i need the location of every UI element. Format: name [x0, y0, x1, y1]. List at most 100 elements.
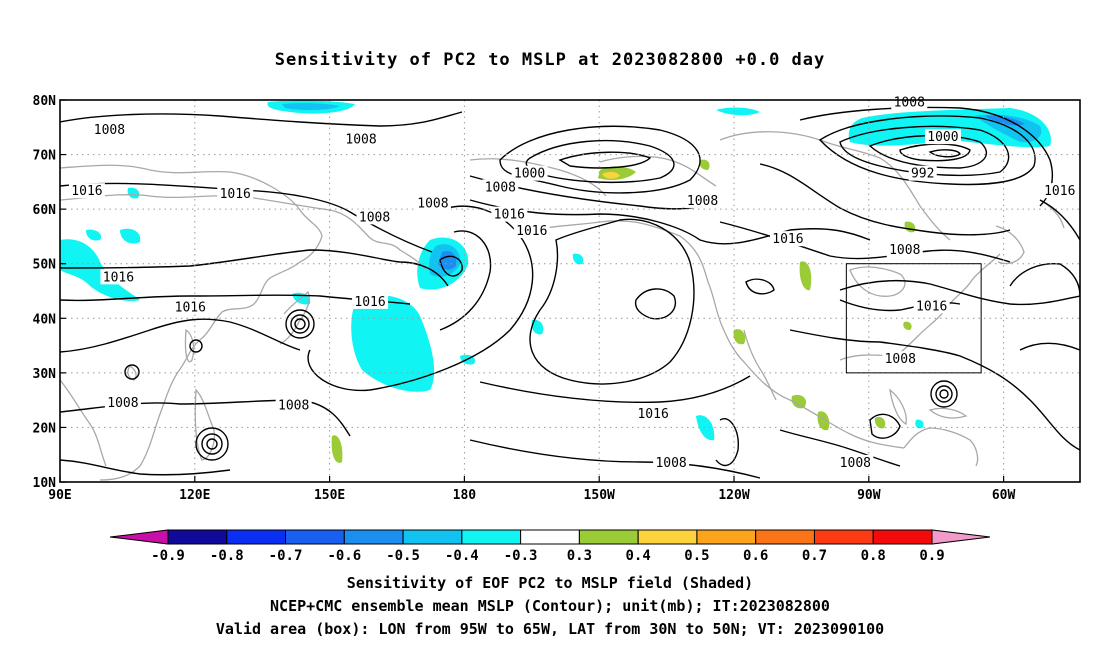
isobar: [469, 199, 871, 245]
lat-tick-label: 30N: [33, 367, 57, 382]
colorbar-segment: [696, 529, 757, 545]
colorbar-label: -0.7: [269, 548, 303, 564]
contour-label-bg: [1041, 183, 1078, 199]
isobar: [818, 115, 1036, 186]
isobar: [499, 125, 701, 194]
isobar: [189, 339, 203, 353]
contour-label-bg: [68, 183, 105, 199]
shade-patch: [915, 419, 924, 429]
isobar: [745, 278, 775, 295]
coast-line: [995, 225, 1025, 265]
contour-label: 1016: [354, 295, 385, 310]
isobar: [839, 125, 1010, 177]
contour-label-bg: [491, 206, 528, 222]
coast-line: [849, 266, 906, 297]
contour-label-bg: [908, 165, 937, 181]
isobar: [439, 230, 492, 331]
map-figure: 90E 120E 150E 180 150W 120W 90W 60W 80N 70N 60N 50N…: [33, 94, 1081, 564]
coast-line: [99, 235, 323, 481]
shade-patch: [696, 415, 715, 441]
contour-label-bg: [100, 269, 137, 285]
isobar: [759, 163, 1011, 236]
contour-label-bg: [837, 454, 874, 470]
isobar: [930, 380, 958, 408]
isobar: [928, 149, 961, 158]
shade-patch: [86, 229, 102, 241]
contour-label-bg: [511, 165, 548, 181]
colorbar-label: 0.6: [743, 548, 768, 564]
contour-label-bg: [924, 129, 961, 145]
shade-patch: [282, 102, 340, 111]
shade-patch: [531, 319, 544, 335]
contour-label-bg: [653, 454, 690, 470]
contour-label: 1016: [772, 232, 803, 247]
contour-label: 1016: [220, 187, 251, 202]
contour-label-bg: [352, 293, 389, 309]
isobar: [789, 329, 1080, 451]
coast-line: [889, 388, 907, 425]
colorbar-label: 0.8: [861, 548, 886, 564]
contour-label-bg: [891, 94, 928, 110]
contour-label-bg: [217, 185, 254, 201]
shade-patch: [799, 261, 812, 291]
contour-label: 1008: [485, 180, 516, 195]
contour-label: 1008: [655, 456, 686, 471]
lat-tick-label: 40N: [33, 312, 57, 327]
contour-label: 1008: [107, 396, 138, 411]
coast-line: [903, 427, 979, 467]
shade-patch: [351, 295, 435, 392]
contour-label: 1016: [637, 407, 668, 422]
colorbar-high-triangle: [931, 529, 991, 545]
colorbar-segment: [343, 529, 404, 545]
contour-label: 1008: [417, 197, 448, 212]
isobar: [469, 439, 761, 479]
isobar: [715, 418, 739, 467]
coast-line: [707, 281, 905, 449]
shade-patch: [572, 253, 584, 265]
coast-line: [928, 407, 968, 419]
colorbar-label: -0.6: [327, 548, 361, 564]
coast-line: [469, 158, 607, 197]
colorbar-label: 0.4: [626, 548, 651, 564]
isobar: [558, 151, 652, 169]
shade-patch: [127, 187, 140, 199]
isobar: [1009, 263, 1080, 297]
contour-label-bg: [635, 405, 672, 421]
contour-label-bg: [91, 122, 128, 138]
isobar: [479, 375, 751, 403]
shade-patch: [699, 159, 710, 170]
lon-tick-label: 120E: [179, 488, 210, 503]
caption-shading: Sensitivity of EOF PC2 to MSLP field (Sh…: [346, 574, 754, 592]
lat-tick-label: 50N: [33, 258, 57, 273]
isobar: [868, 134, 987, 169]
shade-patch: [602, 171, 620, 179]
colorbar-segment: [167, 529, 228, 545]
isobar: [60, 459, 231, 476]
isobar: [290, 314, 310, 334]
contour-label-bg: [886, 242, 923, 258]
colorbar-label: -0.5: [386, 548, 420, 564]
colorbar-segment: [637, 529, 698, 545]
lon-tick-label: 60W: [992, 488, 1016, 503]
contour-label: 1008: [359, 210, 390, 225]
shade-patch: [733, 329, 746, 345]
contour-label: 1008: [894, 96, 925, 111]
lat-tick-label: 80N: [33, 94, 57, 109]
contour-label-bg: [414, 195, 451, 211]
isobar: [799, 106, 1054, 207]
colorbar-low-triangle: [109, 529, 169, 545]
contour-label: 1008: [345, 132, 376, 147]
contour-label-bg: [356, 209, 393, 225]
colorbar-label: 0.9: [919, 548, 944, 564]
coast-line: [127, 365, 137, 381]
isobar: [839, 279, 1080, 306]
lat-tick-label: 70N: [33, 149, 57, 164]
shade-patch: [716, 107, 760, 116]
axis-ticks: 90E 120E 150E 180 150W 120W 90W 60W 80N 70N 60N 50N…: [33, 94, 1016, 503]
contour-label: 1008: [687, 194, 718, 209]
colorbar-segment: [402, 529, 463, 545]
shade-patch: [60, 239, 140, 302]
shade-patch: [903, 321, 912, 330]
coast-line: [519, 220, 709, 283]
contour-label-bg: [882, 351, 919, 367]
